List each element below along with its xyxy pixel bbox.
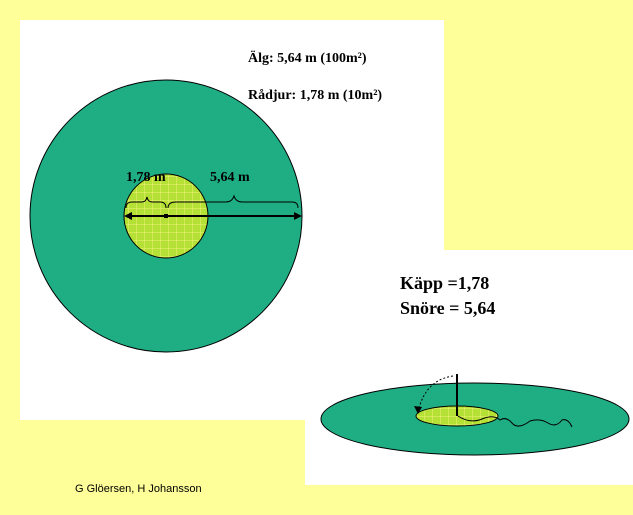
rope-length-text: Snöre = 5,64 — [400, 298, 495, 319]
main-circle-diagram: 1,78 m 5,64 m — [30, 80, 302, 352]
inner-radius-label: 1,78 m — [126, 170, 166, 185]
author-credit: G Glöersen, H Johansson — [75, 483, 202, 495]
outer-radius-label: 5,64 m — [210, 170, 250, 185]
center-point — [164, 214, 168, 218]
field-perspective-diagram — [321, 374, 629, 455]
stick-length-text: Käpp =1,78 — [400, 273, 489, 294]
